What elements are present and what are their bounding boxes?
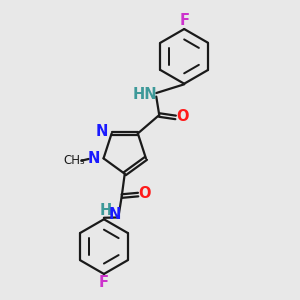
Text: O: O [138,186,151,201]
Text: N: N [96,124,108,140]
Text: CH₃: CH₃ [64,154,86,167]
Text: N: N [109,207,122,222]
Text: H: H [99,203,112,218]
Text: N: N [88,152,100,166]
Text: HN: HN [133,87,157,102]
Text: F: F [99,275,109,290]
Text: O: O [176,109,188,124]
Text: F: F [179,13,189,28]
